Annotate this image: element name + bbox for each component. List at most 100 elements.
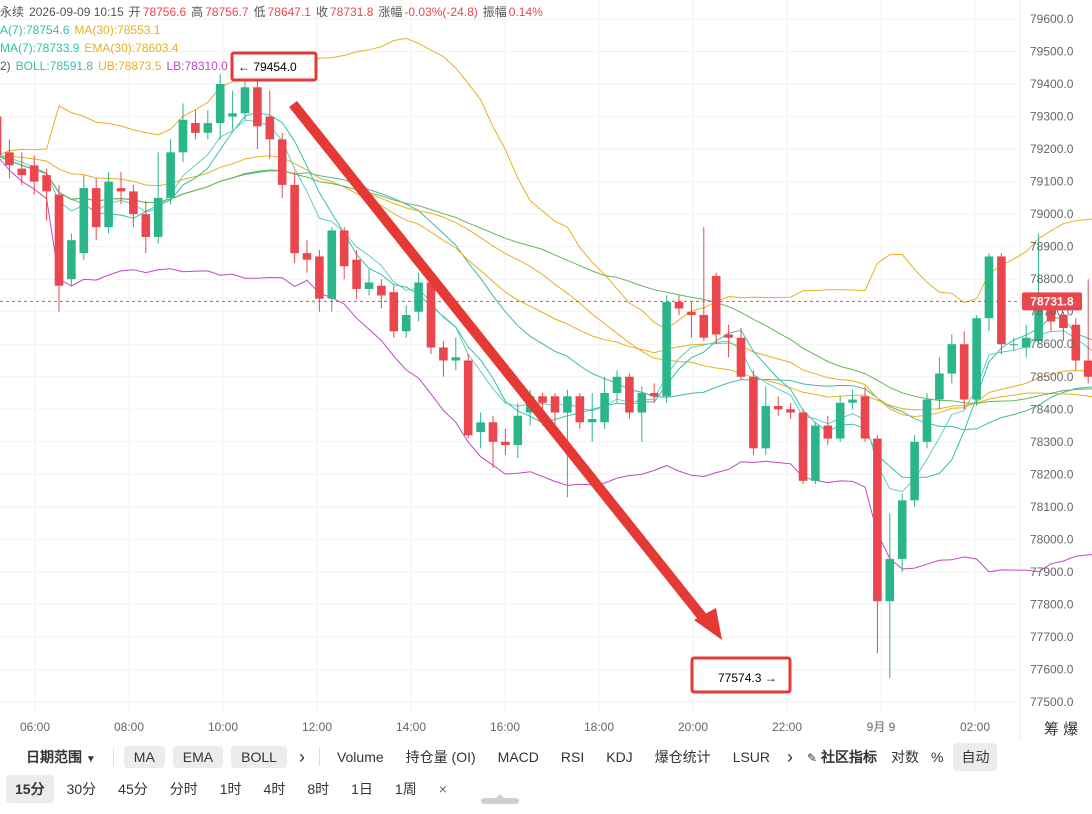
candle-up bbox=[79, 188, 89, 254]
x-tick-label: 06:00 bbox=[20, 720, 50, 734]
timeframe-1w[interactable]: 1周 bbox=[394, 781, 417, 797]
candle-down bbox=[711, 275, 721, 335]
log-scale-toggle[interactable]: 对数 bbox=[891, 749, 919, 765]
indicator-toolbar: 日期范围 ▼ MA EMA BOLL › Volume 持仓量 (OI) MAC… bbox=[0, 740, 1092, 774]
candle-down bbox=[91, 188, 101, 228]
candle-down bbox=[377, 285, 386, 296]
candle-down bbox=[873, 438, 882, 602]
x-tick-label: 16:00 bbox=[490, 720, 520, 734]
auto-scale-button[interactable]: 自动 bbox=[953, 743, 998, 771]
divider bbox=[318, 748, 320, 766]
chevron-right-icon[interactable]: › bbox=[298, 746, 305, 767]
candle-down bbox=[823, 425, 833, 439]
candle-down bbox=[786, 409, 795, 413]
overlay-boll-button[interactable]: BOLL bbox=[231, 746, 287, 768]
boll-mid-line bbox=[0, 156, 1092, 431]
ema30-line bbox=[0, 155, 1092, 418]
indicator-oi[interactable]: 持仓量 (OI) bbox=[405, 749, 476, 765]
boll-upper-line bbox=[0, 37, 1092, 330]
community-indicators-button[interactable]: ✎ 社区指标 bbox=[799, 747, 885, 767]
candle-down bbox=[749, 376, 758, 449]
indicator-macd[interactable]: MACD bbox=[497, 749, 539, 765]
candle-down bbox=[773, 406, 783, 410]
low-price-marker: 77574.3 → bbox=[690, 656, 792, 694]
candle-up bbox=[203, 123, 213, 133]
overlay-ema-button[interactable]: EMA bbox=[172, 746, 224, 768]
timeframe-45m[interactable]: 45分 bbox=[118, 781, 148, 797]
date-range-label: 日期范围 bbox=[26, 749, 82, 765]
timeframe-1h[interactable]: 1时 bbox=[219, 781, 242, 797]
y-tick-label: 78600.0 bbox=[1030, 337, 1074, 351]
candle-down bbox=[265, 116, 275, 140]
candle-down bbox=[1071, 324, 1081, 361]
candle-down bbox=[5, 152, 14, 166]
ma30-value: MA(30):78553.1 bbox=[74, 23, 161, 37]
x-tick-label: 20:00 bbox=[678, 720, 708, 734]
y-tick-label: 78900.0 bbox=[1030, 240, 1074, 254]
amplitude-label: 振幅 bbox=[482, 5, 507, 19]
indicator-rsi[interactable]: RSI bbox=[560, 749, 585, 765]
high-label: 高 bbox=[191, 5, 204, 19]
candle-down bbox=[463, 360, 473, 436]
timeframe-8h[interactable]: 8时 bbox=[307, 781, 330, 797]
candle-down bbox=[302, 253, 312, 260]
long-ma-line bbox=[0, 156, 1092, 405]
high-price-marker: ← 79454.0 bbox=[230, 51, 318, 82]
timeframe-30m[interactable]: 30分 bbox=[66, 781, 97, 797]
timeframe-4h[interactable]: 4时 bbox=[263, 781, 286, 797]
indicator-kdj[interactable]: KDJ bbox=[606, 749, 633, 765]
close-icon[interactable]: × bbox=[438, 781, 447, 797]
candle-up bbox=[476, 422, 485, 433]
y-tick-label: 78800.0 bbox=[1030, 272, 1074, 286]
candle-up bbox=[364, 282, 374, 289]
indicator-volume[interactable]: Volume bbox=[336, 749, 384, 765]
boll-info-line: 2) BOLL:78591.8 UB:78873.5 LB:78310.0 bbox=[0, 59, 233, 73]
x-tick-label: 14:00 bbox=[396, 720, 426, 734]
x-tick-label: 02:00 bbox=[960, 720, 990, 734]
timeframe-bar: 15分 30分 45分 分时 1时 4时 8时 1日 1周 × bbox=[0, 774, 1092, 804]
indicator-lsur[interactable]: LSUR bbox=[732, 749, 771, 765]
y-tick-label: 77500.0 bbox=[1030, 695, 1074, 709]
x-axis: 06:00 08:00 10:00 12:00 14:00 16:00 18:00 20:00… bbox=[20, 720, 990, 734]
overlay-ma-button[interactable]: MA bbox=[123, 746, 165, 768]
y-tick-label: 78500.0 bbox=[1030, 370, 1074, 384]
candle-down bbox=[116, 188, 126, 192]
timeframe-15m[interactable]: 15分 bbox=[6, 775, 54, 803]
candle-up bbox=[947, 344, 957, 374]
y-tick-label: 79000.0 bbox=[1030, 207, 1074, 221]
indicator-liquidation[interactable]: 爆仓统计 bbox=[654, 749, 711, 765]
candle-down bbox=[959, 344, 969, 400]
y-tick-label: 78000.0 bbox=[1030, 532, 1074, 546]
date-range-dropdown[interactable]: 日期范围 ▼ bbox=[0, 747, 107, 767]
candle-down bbox=[129, 191, 138, 215]
candle-down bbox=[0, 116, 2, 156]
y-tick-label: 79400.0 bbox=[1030, 77, 1074, 91]
percent-scale-toggle[interactable]: % bbox=[931, 749, 944, 765]
timeframe-1d[interactable]: 1日 bbox=[351, 781, 373, 797]
candle-down bbox=[277, 139, 287, 185]
panel-resize-handle[interactable] bbox=[481, 794, 519, 804]
candles-group bbox=[0, 66, 1092, 678]
ma7-line bbox=[0, 111, 1092, 479]
candlestick-chart[interactable]: 79600.0 79500.0 79400.0 79300.0 79200.0 79100… bbox=[0, 0, 1092, 740]
change-value: -0.03%(-24.8) bbox=[404, 5, 478, 19]
candle-up bbox=[811, 425, 820, 481]
chevron-right-icon[interactable]: › bbox=[787, 746, 794, 767]
candle-up bbox=[240, 87, 250, 114]
y-tick-label: 79100.0 bbox=[1030, 175, 1074, 189]
candle-up bbox=[215, 84, 225, 124]
candle-datetime: 2026-09-09 10:15 bbox=[29, 5, 124, 19]
candle-down bbox=[426, 282, 436, 348]
candle-up bbox=[401, 314, 411, 332]
candle-up bbox=[910, 441, 919, 501]
y-tick-label: 78200.0 bbox=[1030, 467, 1074, 481]
timeframe-line[interactable]: 分时 bbox=[169, 781, 198, 797]
candle-down bbox=[575, 396, 585, 423]
ma-info-line: A(7):78754.6 MA(30):78553.1 bbox=[0, 23, 165, 37]
candle-down bbox=[625, 376, 634, 413]
y-tick-label: 77600.0 bbox=[1030, 662, 1074, 676]
low-value: 78647.1 bbox=[267, 5, 311, 19]
y-tick-label: 79500.0 bbox=[1030, 45, 1074, 59]
y-tick-label: 78400.0 bbox=[1030, 402, 1074, 416]
candle-down bbox=[42, 175, 51, 192]
